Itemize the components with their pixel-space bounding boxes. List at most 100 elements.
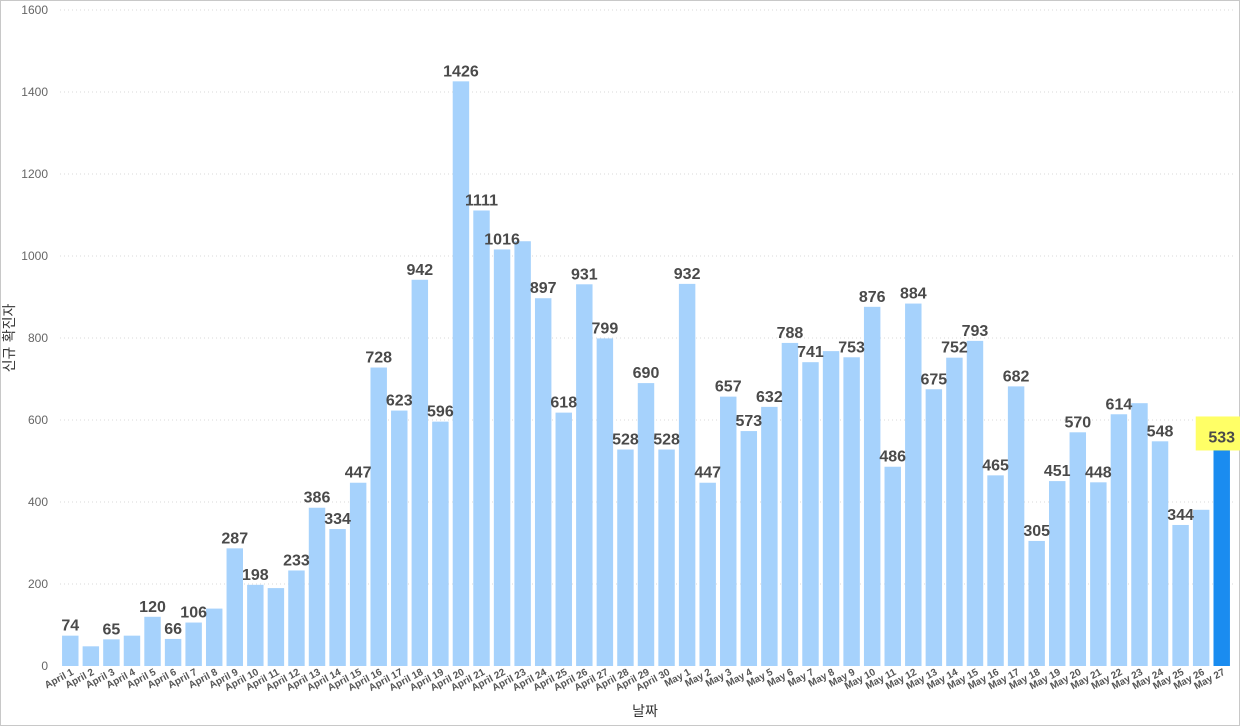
bar — [205, 608, 223, 666]
data-label: 618 — [550, 395, 577, 412]
y-tick-label: 1600 — [21, 3, 48, 17]
bar — [226, 548, 243, 666]
bar — [82, 646, 100, 666]
bar — [432, 421, 449, 666]
bar — [802, 362, 819, 666]
bar — [966, 340, 984, 666]
data-label: 528 — [612, 432, 639, 449]
data-label: 690 — [633, 365, 660, 382]
data-label: 876 — [859, 289, 886, 306]
bars — [62, 81, 1230, 667]
bar — [534, 298, 552, 666]
bar-highlighted — [1213, 447, 1230, 666]
data-label: 932 — [674, 266, 701, 283]
bar — [411, 279, 429, 666]
y-tick-label: 1000 — [21, 249, 48, 263]
data-label: 741 — [797, 344, 824, 361]
data-label: 233 — [283, 552, 310, 569]
data-label: 752 — [941, 340, 968, 357]
y-tick-label: 1200 — [21, 167, 48, 181]
bar — [699, 482, 716, 666]
data-label: 788 — [777, 325, 804, 342]
bar — [144, 616, 161, 666]
y-tick-label: 600 — [28, 413, 48, 427]
data-label: 465 — [982, 457, 1009, 474]
data-label: 120 — [139, 599, 166, 616]
bar — [1192, 509, 1210, 666]
bar — [905, 303, 922, 666]
bar — [308, 507, 326, 666]
bar — [555, 412, 572, 666]
bar — [473, 210, 490, 667]
data-label: 753 — [838, 339, 865, 356]
data-label: 106 — [180, 605, 207, 622]
bar — [493, 249, 511, 666]
bar — [576, 284, 593, 666]
bar — [62, 635, 79, 666]
x-axis-title: 날짜 — [632, 704, 658, 720]
bar — [288, 570, 305, 666]
y-axis-ticks: 0 200 400 600 800 1000 1200 1400 1600 — [21, 3, 48, 673]
data-label: 486 — [879, 449, 906, 466]
data-label: 287 — [221, 530, 248, 547]
data-label: 623 — [386, 393, 413, 410]
y-tick-label: 400 — [28, 495, 48, 509]
data-label: 528 — [653, 432, 680, 449]
bar — [452, 81, 470, 667]
data-label: 614 — [1106, 396, 1133, 413]
y-tick-label: 1400 — [21, 85, 48, 99]
bar — [740, 431, 758, 666]
bar — [596, 338, 614, 666]
bar — [349, 482, 367, 666]
bar — [514, 241, 531, 667]
bar — [370, 367, 387, 666]
bar — [1131, 403, 1148, 666]
data-label: 66 — [164, 621, 182, 638]
bar — [987, 475, 1004, 666]
y-axis-title: 신규 확진자 — [2, 303, 18, 372]
data-label: 447 — [345, 465, 372, 482]
bar — [637, 383, 655, 666]
bar — [1049, 481, 1066, 666]
data-label: 447 — [694, 465, 721, 482]
bar — [267, 588, 285, 666]
bar — [1090, 482, 1107, 666]
bar — [1110, 414, 1128, 666]
bar — [1172, 524, 1189, 666]
bar — [1069, 432, 1087, 666]
bar — [164, 638, 182, 666]
data-label: 1016 — [484, 231, 520, 248]
data-label: 305 — [1023, 523, 1050, 540]
data-label: 198 — [242, 567, 269, 584]
data-label: 451 — [1044, 463, 1071, 480]
y-tick-label: 0 — [41, 659, 48, 673]
data-label: 675 — [921, 371, 948, 388]
bar — [617, 449, 634, 666]
bar — [720, 396, 737, 666]
bar — [185, 622, 202, 666]
data-label: 573 — [735, 413, 762, 430]
data-label: 942 — [406, 262, 433, 279]
y-tick-label: 200 — [28, 577, 48, 591]
bar — [884, 466, 901, 666]
y-tick-label: 800 — [28, 331, 48, 345]
data-label: 682 — [1003, 368, 1030, 385]
data-label: 728 — [365, 350, 392, 367]
bar — [123, 635, 141, 666]
bar — [1151, 441, 1169, 666]
data-label: 1111 — [465, 192, 498, 209]
data-label: 657 — [715, 379, 742, 396]
bar — [329, 529, 346, 666]
data-label: 596 — [427, 404, 454, 421]
data-label: 344 — [1167, 507, 1194, 524]
data-label: 884 — [900, 286, 927, 303]
data-label: 386 — [304, 490, 331, 507]
bar — [1007, 386, 1025, 666]
bar — [761, 406, 778, 666]
data-label: 793 — [962, 323, 989, 340]
data-label: 1426 — [443, 63, 479, 80]
bar — [863, 306, 881, 666]
